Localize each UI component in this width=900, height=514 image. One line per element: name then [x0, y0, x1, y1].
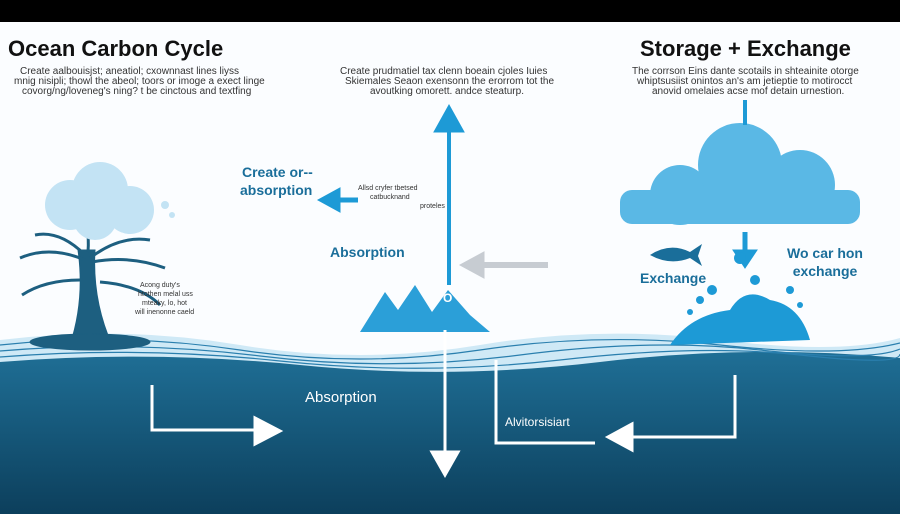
tree-note: Acong duty's [140, 282, 180, 289]
left-arrow [316, 187, 358, 213]
tree-note: htothen melal uss [138, 291, 193, 298]
fish [650, 244, 702, 266]
left-title: Ocean Carbon Cycle [8, 36, 223, 61]
top-bar [0, 0, 900, 22]
flow-arrows [150, 330, 737, 479]
splash [670, 252, 810, 345]
small-note: proteles [420, 203, 445, 210]
tree-note: will inenonne caeld [134, 309, 194, 316]
marker: O [443, 291, 452, 305]
right-body: anovid omelaies acse mof detain urnestio… [652, 86, 844, 97]
sea [0, 351, 900, 514]
small-note: Allsd cryfer tbetsed [358, 185, 418, 192]
create-label: absorption [240, 182, 312, 198]
right-body: The corrson Eins dante scotails in shtea… [632, 66, 859, 77]
left-body: Create aalbouisjst; aneatiol; cxownnast … [20, 66, 239, 77]
left-body: mnig nisipli; thowl the abeol; toors or … [14, 76, 265, 87]
waves [0, 338, 900, 369]
absorption-label: Absorption [330, 244, 405, 260]
create-label: Create or-- [242, 164, 313, 180]
up-arrow [433, 103, 465, 285]
iceberg [360, 285, 490, 332]
center-body: avoutking omorett. andce steaturp. [370, 86, 524, 97]
small-note: catbucknand [370, 194, 410, 201]
storage-cloud [620, 123, 860, 225]
tree-note: mteaky, lo, hot [142, 300, 187, 307]
right-body: whiptsusiist onintos an's am jetieptie t… [636, 76, 853, 87]
tree-cloud [45, 162, 175, 240]
ocean-absorption: Absorption [305, 389, 377, 406]
exchange-label: Exchange [640, 270, 706, 286]
right-title: Storage + Exchange [640, 36, 851, 61]
exchange-note: exchange [793, 263, 858, 279]
left-body: covorg/ng/loveneg's ning? t be cinctous … [22, 86, 251, 97]
center-body: Skiemales Seaon exensonn the erorrom tot… [345, 76, 554, 87]
exchange-note: Wo car hon [787, 245, 863, 261]
ocean-label: Alvitorsisiart [505, 415, 570, 429]
gray-arrow [458, 251, 548, 279]
center-body: Create prudmatiel tax clenn boeain cjole… [340, 66, 547, 77]
